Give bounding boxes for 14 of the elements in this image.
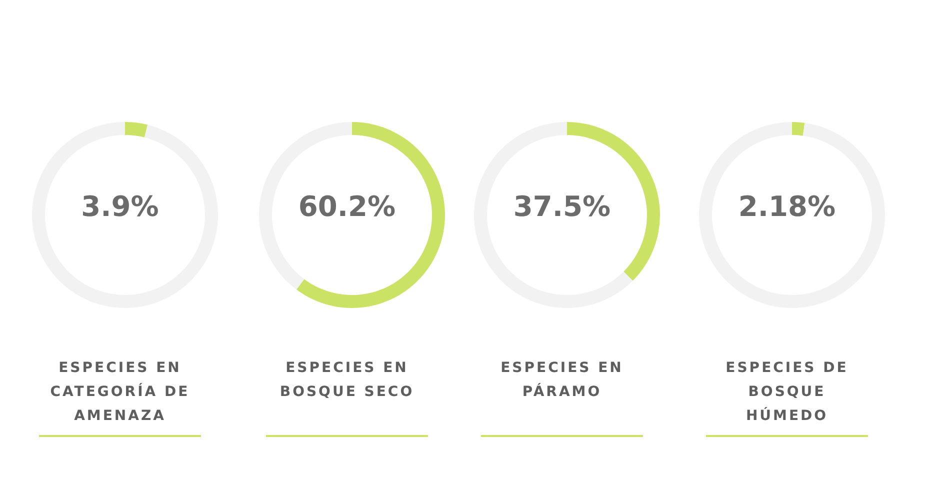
text: 2.18% — [737, 190, 837, 223]
text: ESPECIES EN CATEGORÍA DE AMENAZA — [49, 359, 191, 426]
donut-slice — [699, 122, 885, 308]
donut-slice — [474, 122, 633, 308]
text: ESPECIES DE BOSQUE HÚMEDO — [724, 359, 850, 426]
donut-slice — [125, 122, 148, 138]
donut-slice — [296, 122, 445, 308]
text: 37.5% — [512, 190, 612, 223]
text: ESPECIES EN PÁRAMO — [500, 359, 624, 402]
donut-slice — [792, 122, 805, 136]
text: 3.9% — [80, 190, 160, 223]
text: ESPECIES EN BOSQUE SECO — [278, 359, 416, 402]
text: 60.2% — [297, 190, 397, 223]
donut-slice — [32, 122, 218, 308]
